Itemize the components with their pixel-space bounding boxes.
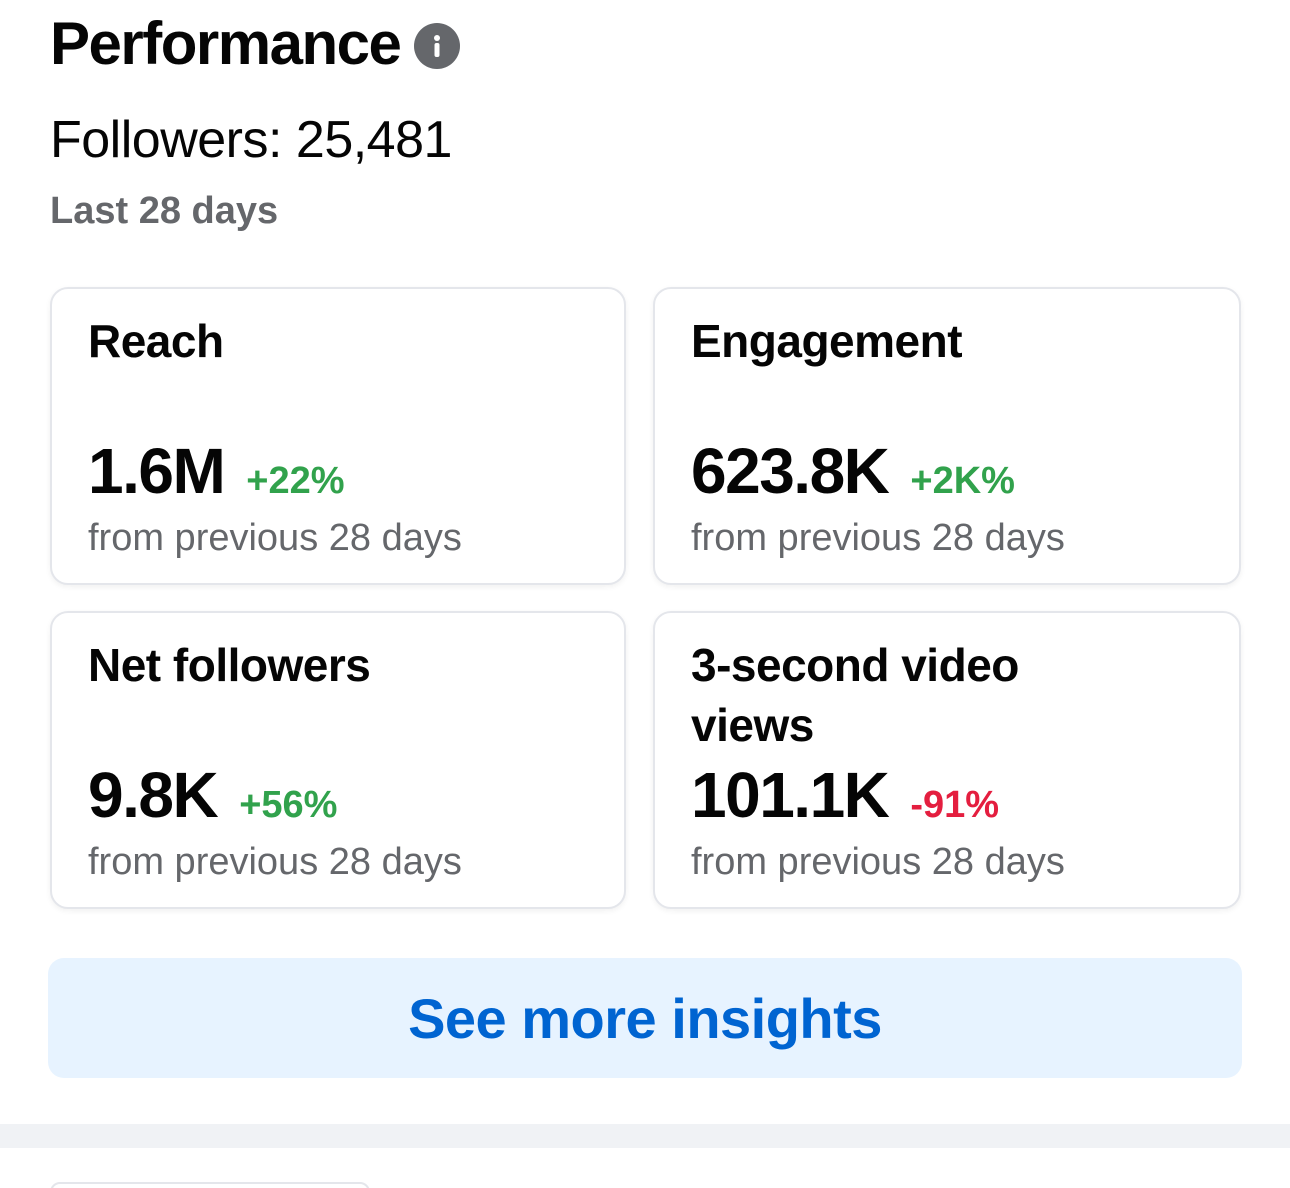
metric-value-row: 9.8K +56%: [88, 759, 337, 831]
see-more-insights-button[interactable]: See more insights: [48, 958, 1242, 1078]
metric-value-row: 101.1K -91%: [691, 759, 999, 831]
date-range-label: Last 28 days: [50, 190, 279, 232]
metric-card-reach[interactable]: Reach 1.6M +22% from previous 28 days: [50, 287, 626, 585]
metric-value-row: 623.8K +2K%: [691, 435, 1015, 507]
metric-title: Engagement: [691, 315, 963, 367]
metric-value: 1.6M: [88, 435, 226, 507]
metric-value: 9.8K: [88, 759, 219, 831]
metric-subtitle: from previous 28 days: [691, 517, 1065, 559]
metric-subtitle: from previous 28 days: [691, 841, 1065, 883]
metric-value: 101.1K: [691, 759, 890, 831]
metric-card-engagement[interactable]: Engagement 623.8K +2K% from previous 28 …: [653, 287, 1241, 585]
metric-delta: +2K%: [910, 460, 1015, 502]
metric-subtitle: from previous 28 days: [88, 841, 462, 883]
metric-title: 3-second video views: [691, 639, 1019, 751]
metric-delta: -91%: [910, 784, 1000, 826]
metric-delta: +56%: [239, 784, 338, 826]
section-divider: [0, 1124, 1290, 1148]
info-glyph: [434, 35, 441, 57]
metric-card-net-followers[interactable]: Net followers 9.8K +56% from previous 28…: [50, 611, 626, 909]
title-row: Performance: [50, 6, 461, 82]
metric-delta: +22%: [246, 460, 345, 502]
metric-value: 623.8K: [691, 435, 890, 507]
metric-title: Net followers: [88, 639, 371, 691]
metric-card-video-views[interactable]: 3-second video views 101.1K -91% from pr…: [653, 611, 1241, 909]
next-section-chip[interactable]: [50, 1182, 370, 1188]
metric-title: Reach: [88, 315, 224, 367]
info-icon[interactable]: [414, 23, 461, 69]
followers-count: Followers: 25,481: [50, 111, 452, 169]
metric-value-row: 1.6M +22%: [88, 435, 345, 507]
page-title: Performance: [50, 10, 402, 77]
metric-subtitle: from previous 28 days: [88, 517, 462, 559]
